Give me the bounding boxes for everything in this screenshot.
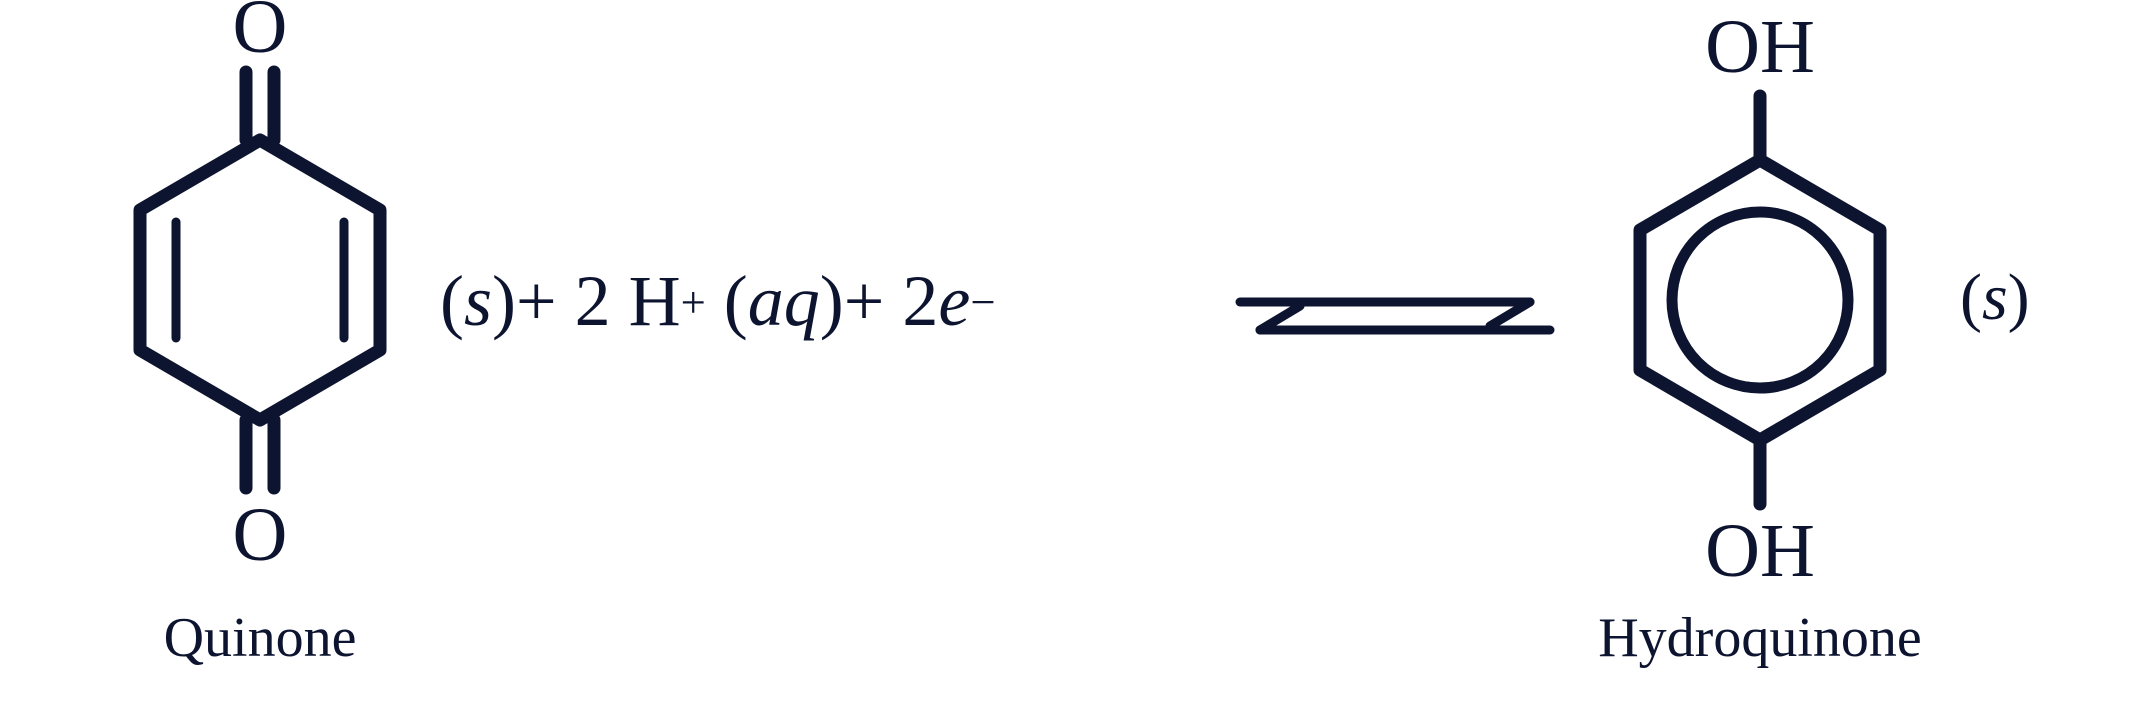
hydroquinone-structure: OH OH (1590, 0, 1930, 600)
hydroquinone-top-oh: OH (1705, 5, 1815, 89)
quinone-caption: Quinone (164, 606, 357, 670)
hydroquinone-block: OH OH Hydroquinone (1590, 0, 1930, 670)
reaction-formula: (s) + 2 H+ (aq) + 2 e− (440, 260, 996, 343)
reaction-diagram: O O Quinone (s) + 2 H+ (aq) + 2 e− (0, 0, 2156, 728)
aromatic-circle-icon (1672, 212, 1848, 388)
plus-2h: + 2 H (516, 260, 681, 343)
quinone-top-oxygen: O (233, 0, 288, 69)
electron-e: e (938, 260, 970, 343)
hydroquinone-caption: Hydroquinone (1598, 606, 1922, 670)
equilibrium-arrows-icon (1230, 276, 1560, 356)
plus-2e: + 2 (844, 260, 939, 343)
hydroquinone-bottom-oh: OH (1705, 509, 1815, 593)
aq-state: (aq) (706, 260, 844, 343)
quinone-bottom-oxygen: O (233, 493, 288, 577)
quinone-structure: O O (90, 0, 430, 600)
hydroquinone-state: (s) (1960, 260, 2030, 336)
quinone-state: (s) (440, 260, 516, 343)
quinone-block: O O Quinone (90, 0, 430, 670)
